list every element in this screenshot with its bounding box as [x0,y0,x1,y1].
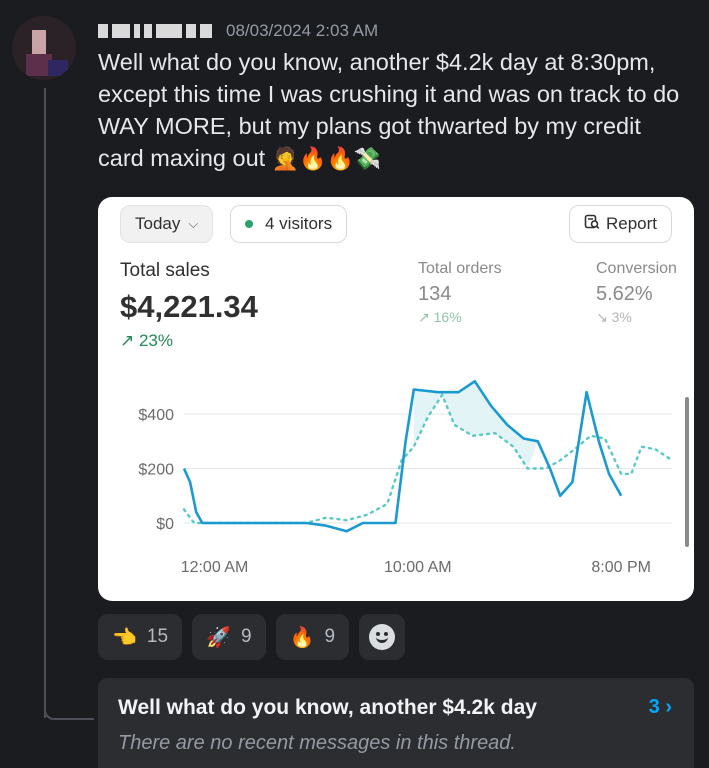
message-header: 08/03/2024 2:03 AM [98,18,378,44]
reaction-count: 9 [240,626,252,647]
comparison-series-line [182,392,674,525]
date-range-button[interactable]: Today ⌵ [120,205,214,243]
message-timestamp: 08/03/2024 2:03 AM [226,21,379,40]
x-tick-label: 10:00 AM [384,559,452,576]
x-tick-label: 8:00 PM [591,559,651,576]
report-icon [584,214,600,234]
y-tick-label: $400 [138,407,174,424]
reaction-count: 9 [324,626,336,647]
report-label: Report [605,214,657,233]
x-tick-label: 12:00 AM [181,559,249,576]
thread-preview[interactable]: Well what do you know, another $4.2k day… [98,678,694,768]
total-orders-label: Total orders [418,260,502,277]
thread-connector [44,88,46,718]
total-sales-label: Total sales [120,260,210,281]
conversion-change: ↘ 3% [596,309,632,325]
point-left-icon: 👈 [112,625,137,649]
smiley-icon [369,624,396,650]
chevron-down-icon: ⌵ [188,216,199,231]
add-reaction-button[interactable] [359,614,406,660]
thread-connector-curve [44,700,94,720]
conversion-label: Conversion [596,260,677,277]
avatar[interactable] [12,16,76,80]
total-sales-change: ↗ 23% [120,331,173,350]
date-range-label: Today [135,214,181,233]
thread-subtitle: There are no recent messages in this thr… [118,732,516,754]
series-area-fill [413,381,538,469]
live-dot-icon [245,220,253,228]
sales-line-chart: $0 $200 $400 12:00 AM 10:00 AM 8:00 PM [138,380,674,576]
message-body: Well what do you know, another $4.2k day… [98,49,680,171]
fire-icon: 🔥 [289,625,315,649]
reaction-point-left[interactable]: 👈 15 [98,614,183,660]
y-tick-label: $200 [138,462,174,479]
card-scrollbar[interactable] [685,397,689,547]
visitors-button[interactable]: 4 visitors [230,205,348,243]
reaction-rocket[interactable]: 🚀 9 [192,614,266,660]
reaction-fire[interactable]: 🔥 9 [275,614,350,660]
rocket-icon: 🚀 [206,625,231,649]
sales-dashboard-card[interactable]: Today ⌵ 4 visitors Report Total sales $4… [98,197,694,601]
reaction-count: 15 [146,626,169,647]
total-orders-value: 134 [418,283,452,305]
message-emojis: 🤦🔥🔥💸 [271,147,382,172]
visitors-label: 4 visitors [265,214,333,233]
reactions-bar: 👈 15 🚀 9 🔥 9 [98,614,406,660]
thread-count-link[interactable]: 3 › [648,696,672,718]
conversion-value: 5.62% [596,283,653,305]
total-sales-value: $4,221.34 [120,289,258,324]
y-tick-label: $0 [156,516,174,533]
thread-title: Well what do you know, another $4.2k day [118,696,537,719]
message-text: Well what do you know, another $4.2k day… [98,46,688,176]
total-orders-change: ↗ 16% [418,309,462,325]
current-series-line [182,380,623,533]
report-button[interactable]: Report [568,205,672,243]
username-redacted[interactable] [98,24,212,38]
